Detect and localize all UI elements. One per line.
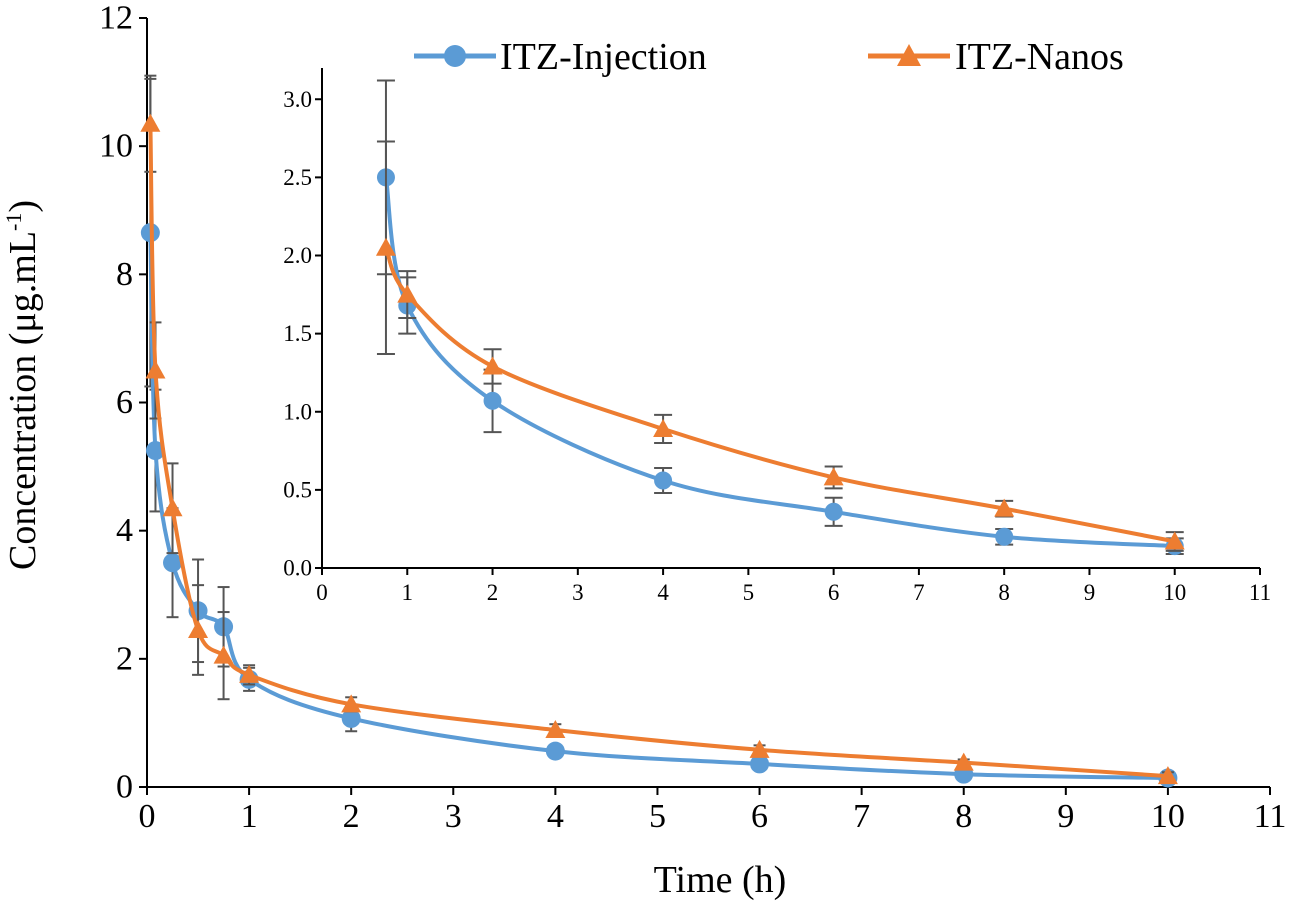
main-data-point-nanos (188, 619, 209, 638)
main-data-point-nanos (213, 645, 234, 664)
main-x-tick-label: 4 (547, 798, 564, 835)
inset-x-tick-label: 2 (487, 580, 499, 605)
inset-x-tick-label: 5 (743, 580, 755, 605)
legend-marker-triangle-icon (897, 44, 921, 66)
inset-data-point-nanos (994, 498, 1015, 517)
main-data-point-nanos (1157, 766, 1178, 785)
main-y-tick-label: 0 (116, 769, 133, 806)
main-x-tick-label: 6 (751, 798, 768, 835)
main-data-point-injection (545, 741, 565, 761)
inset-data-point-nanos (823, 467, 844, 486)
main-x-tick-label: 7 (853, 798, 870, 835)
main-y-tick-label: 10 (99, 128, 133, 165)
main-x-tick-label: 3 (445, 798, 462, 835)
main-y-tick-label: 4 (116, 512, 133, 549)
inset-data-point-nanos (482, 356, 503, 375)
main-x-tick-label: 8 (955, 798, 972, 835)
main-data-point-nanos (162, 498, 183, 517)
inset-x-tick-label: 8 (998, 580, 1010, 605)
inset-data-point-nanos (653, 418, 674, 437)
inset-x-tick-label: 3 (572, 580, 584, 605)
main-x-tick-label: 10 (1151, 798, 1185, 835)
inset-y-tick-label: 1.5 (283, 321, 312, 346)
inset-x-tick-label: 4 (657, 580, 669, 605)
inset-y-tick-label: 3.0 (283, 87, 312, 112)
main-data-point-injection (145, 441, 165, 461)
main-x-tick-label: 1 (241, 798, 258, 835)
y-axis-title-prefix: Concentration (μg.mL (2, 231, 44, 570)
main-series-line-nanos (148, 123, 1169, 779)
inset-x-tick-label: 9 (1084, 580, 1096, 605)
inset-y-tick-label: 2.0 (283, 243, 312, 268)
main-data-point-nanos (239, 664, 260, 683)
inset-y-tick-label: 2.5 (283, 165, 312, 190)
main-data-point-injection (163, 553, 183, 573)
main-y-tick-label: 8 (116, 256, 133, 293)
main-data-point-nanos (545, 719, 566, 738)
main-x-tick-label: 9 (1057, 798, 1074, 835)
inset-x-tick-label: 1 (402, 580, 414, 605)
main-plot-series (140, 74, 1178, 788)
x-axis-title: Time (h) (654, 859, 787, 901)
main-data-point-nanos (140, 113, 161, 132)
legend-item-nanos: ITZ-Nanos (868, 36, 1124, 78)
main-data-point-nanos (145, 360, 166, 379)
main-data-point-nanos (749, 739, 770, 758)
inset-series-line-injection (384, 177, 1175, 549)
y-axis-title: Concentration (μg.mL-1) (1, 200, 44, 570)
main-data-point-nanos (341, 694, 362, 713)
main-data-point-nanos (953, 752, 974, 771)
main-series-line-injection (148, 232, 1168, 780)
inset-data-point-injection (654, 471, 673, 490)
main-y-tick-label: 6 (116, 384, 133, 421)
inset-data-point-nanos (1164, 531, 1185, 550)
inset-y-tick-label: 0.0 (283, 556, 312, 581)
inset-series-line-nanos (384, 246, 1176, 544)
inset-x-tick-label: 6 (828, 580, 840, 605)
y-axis-title-superscript: -1 (1, 213, 26, 231)
main-data-point-injection (750, 754, 770, 774)
inset-x-tick-label: 11 (1249, 580, 1271, 605)
main-x-tick-label: 11 (1254, 798, 1287, 835)
legend-marker-circle-icon (444, 45, 466, 67)
main-y-tick-label: 2 (116, 640, 133, 677)
legend: ITZ-Injection ITZ-Nanos (414, 36, 1124, 78)
main-x-tick-label: 2 (343, 798, 360, 835)
inset-y-tick-label: 1.0 (283, 399, 312, 424)
inset-y-tick-label: 0.5 (283, 477, 312, 502)
inset-x-tick-label: 0 (316, 580, 328, 605)
legend-label-nanos: ITZ-Nanos (955, 36, 1124, 78)
inset-x-tick-label: 10 (1163, 580, 1186, 605)
y-axis-title-suffix: ) (2, 200, 44, 213)
inset-data-point-injection (483, 391, 502, 410)
legend-item-injection: ITZ-Injection (414, 36, 707, 78)
main-x-tick-label: 5 (649, 798, 666, 835)
inset-data-point-nanos (375, 237, 396, 256)
inset-data-point-injection (824, 502, 843, 521)
inset-x-tick-label: 7 (913, 580, 925, 605)
legend-label-injection: ITZ-Injection (500, 36, 707, 78)
inset-axes: 0 1 2 3 4 5 6 7 8 9 10 11 0.0 0.5 1.0 1.5 2.0 2.5 3.0 (283, 68, 1271, 605)
inset-plot-series (375, 79, 1185, 556)
main-data-point-injection (341, 708, 361, 728)
inset-data-point-nanos (397, 284, 418, 303)
main-x-tick-label: 0 (139, 798, 156, 835)
main-y-tick-label: 12 (99, 0, 133, 37)
inset-data-point-injection (995, 527, 1014, 546)
